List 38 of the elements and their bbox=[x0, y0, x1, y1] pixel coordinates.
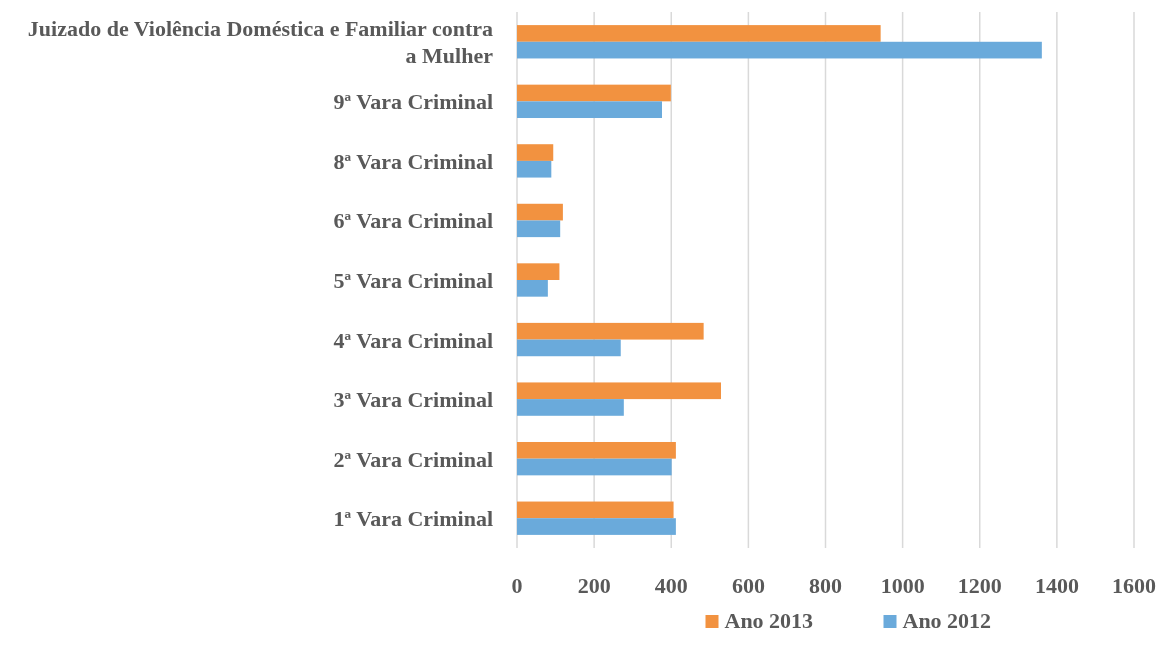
x-tick-label: 400 bbox=[654, 573, 688, 598]
y-tick-label: 9ª Vara Criminal bbox=[333, 89, 493, 115]
y-tick-label: Juizado de Violência Doméstica e Familiar contra a Mulher bbox=[27, 16, 494, 69]
bar bbox=[517, 220, 561, 238]
x-tick-label: 1400 bbox=[1034, 573, 1079, 598]
bar bbox=[517, 339, 621, 357]
legend-label: Ano 2012 bbox=[902, 608, 992, 633]
x-tick-label: 1600 bbox=[1112, 573, 1156, 598]
legend-label: Ano 2013 bbox=[724, 608, 814, 633]
bar bbox=[517, 25, 881, 42]
bar bbox=[517, 101, 662, 119]
x-tick-label: 1000 bbox=[880, 573, 925, 598]
y-tick-label: 4ª Vara Criminal bbox=[333, 327, 493, 353]
y-tick-label: 3ª Vara Criminal bbox=[333, 387, 493, 413]
bar bbox=[517, 441, 676, 459]
x-tick-label: 800 bbox=[809, 573, 842, 598]
bar bbox=[517, 203, 563, 221]
y-tick-label: 1ª Vara Criminal bbox=[333, 506, 493, 532]
y-tick-label: 8ª Vara Criminal bbox=[333, 148, 493, 174]
bar bbox=[517, 458, 672, 476]
x-tick-label: 0 bbox=[511, 573, 523, 598]
bar bbox=[517, 263, 560, 280]
bar bbox=[517, 280, 548, 297]
y-tick-label: 2ª Vara Criminal bbox=[333, 446, 493, 472]
bar bbox=[517, 382, 721, 400]
x-tick-label: 200 bbox=[577, 573, 611, 598]
bar bbox=[517, 399, 624, 416]
bar bbox=[517, 144, 554, 161]
x-tick-label: 600 bbox=[731, 573, 765, 598]
bar bbox=[517, 501, 674, 519]
bar bbox=[517, 84, 671, 102]
y-tick-label: 6ª Vara Criminal bbox=[333, 208, 493, 234]
bar bbox=[517, 160, 552, 178]
x-tick-label: 1200 bbox=[957, 573, 1002, 598]
bar bbox=[517, 41, 1042, 59]
y-tick-label: 5ª Vara Criminal bbox=[333, 268, 493, 293]
bar bbox=[517, 322, 704, 340]
bar bbox=[517, 518, 676, 535]
